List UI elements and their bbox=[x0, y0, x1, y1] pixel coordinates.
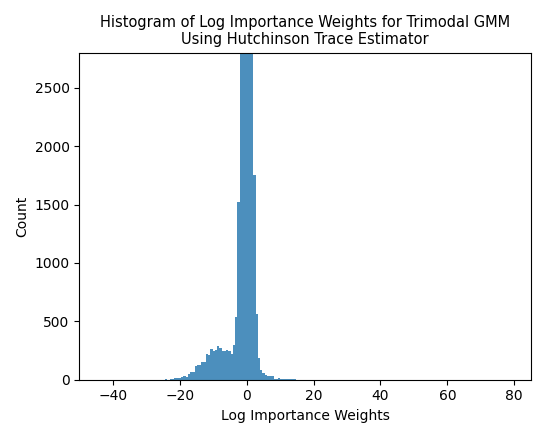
Bar bbox=[172, 379, 174, 380]
Bar bbox=[204, 362, 206, 380]
Bar bbox=[222, 351, 224, 380]
Bar bbox=[181, 377, 183, 380]
Bar bbox=[240, 0, 242, 380]
Bar bbox=[174, 378, 176, 380]
Bar bbox=[233, 345, 235, 380]
X-axis label: Log Importance Weights: Log Importance Weights bbox=[221, 409, 390, 423]
Bar bbox=[186, 377, 188, 380]
Bar bbox=[197, 365, 199, 380]
Bar bbox=[188, 374, 190, 380]
Bar bbox=[231, 354, 233, 380]
Bar bbox=[267, 376, 269, 380]
Bar bbox=[217, 346, 219, 380]
Bar bbox=[280, 379, 283, 380]
Bar bbox=[262, 373, 265, 380]
Bar bbox=[276, 378, 278, 380]
Bar bbox=[238, 202, 240, 380]
Bar bbox=[219, 348, 222, 380]
Bar bbox=[192, 372, 194, 380]
Bar bbox=[235, 318, 238, 380]
Bar bbox=[246, 0, 249, 380]
Bar bbox=[210, 349, 212, 380]
Bar bbox=[285, 379, 287, 380]
Bar bbox=[183, 376, 186, 380]
Bar bbox=[194, 367, 197, 380]
Bar bbox=[274, 378, 276, 380]
Bar bbox=[271, 376, 274, 380]
Y-axis label: Count: Count bbox=[15, 196, 29, 237]
Bar bbox=[251, 0, 253, 380]
Bar bbox=[269, 376, 271, 380]
Bar bbox=[283, 379, 285, 380]
Bar bbox=[253, 175, 256, 380]
Bar bbox=[208, 355, 210, 380]
Bar bbox=[212, 351, 215, 380]
Bar bbox=[242, 0, 244, 380]
Bar bbox=[244, 0, 246, 380]
Bar bbox=[170, 379, 172, 380]
Bar bbox=[258, 358, 260, 380]
Bar bbox=[176, 378, 179, 380]
Bar bbox=[249, 0, 251, 380]
Bar bbox=[201, 362, 204, 380]
Bar bbox=[256, 314, 258, 380]
Bar bbox=[278, 378, 280, 380]
Bar bbox=[190, 372, 192, 380]
Title: Histogram of Log Importance Weights for Trimodal GMM
Using Hutchinson Trace Esti: Histogram of Log Importance Weights for … bbox=[100, 15, 511, 47]
Bar bbox=[206, 354, 208, 380]
Bar bbox=[179, 378, 181, 380]
Bar bbox=[226, 350, 228, 380]
Bar bbox=[260, 370, 262, 380]
Bar bbox=[215, 350, 217, 380]
Bar bbox=[224, 351, 226, 380]
Bar bbox=[228, 351, 231, 380]
Bar bbox=[265, 374, 267, 380]
Bar bbox=[199, 365, 201, 380]
